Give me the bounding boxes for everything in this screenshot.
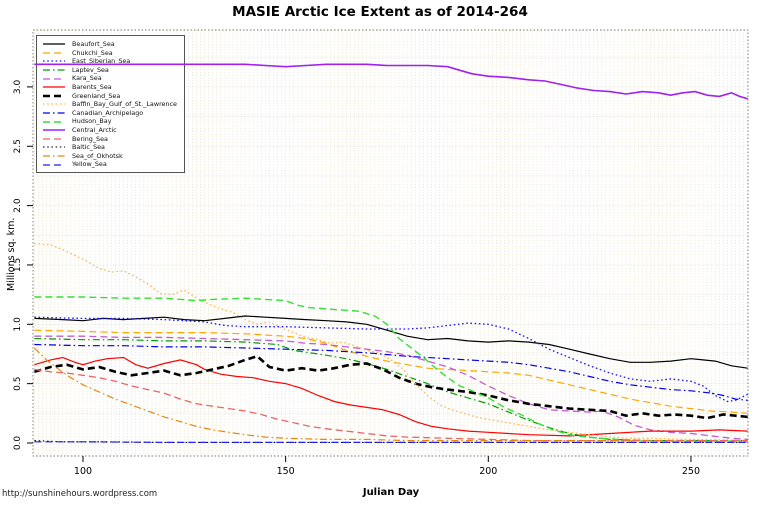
legend-item: Baffin_Bay_Gulf_of_St._Lawrence (42, 100, 184, 109)
legend-item: Kara_Sea (42, 74, 184, 83)
legend-line-sample (43, 69, 65, 71)
legend-label: Canadian_Archipelago (72, 108, 144, 117)
legend-item: Barents_Sea (42, 83, 184, 92)
y-tick-label: 0.0 (13, 436, 23, 451)
legend-box: Beaufort_Sea Chukchi_Sea East_Siberian_Sea… (36, 35, 185, 173)
legend-item: Chukchi_Sea (42, 49, 184, 58)
legend-line-sample (43, 120, 65, 123)
legend-label: Greenland_Sea (72, 91, 121, 100)
legend-line-sample (43, 78, 65, 80)
legend-label: Hudson_Bay (72, 117, 112, 126)
legend-label: Kara_Sea (72, 74, 102, 83)
legend-line-sample (43, 103, 65, 106)
legend-label: Bering_Sea (72, 134, 108, 143)
legend-line-sample (43, 60, 65, 63)
y-tick-label: 1.0 (13, 317, 23, 332)
x-tick-label: 200 (479, 466, 497, 477)
legend-item: Yellow_Sea (42, 160, 184, 169)
legend-label: Beaufort_Sea (72, 40, 115, 48)
y-tick-label: 1.5 (13, 258, 23, 272)
legend-line-sample (43, 52, 65, 54)
y-tick-label: 2.0 (13, 198, 23, 213)
y-tick-label: 2.5 (13, 139, 23, 153)
legend-item: Bering_Sea (42, 135, 184, 144)
legend-line-sample (43, 164, 65, 166)
legend-line-sample (43, 94, 65, 98)
legend-label: Barents_Sea (72, 82, 112, 91)
legend-line-sample (43, 43, 65, 45)
plot-border (32, 29, 749, 457)
legend-line-sample (43, 138, 65, 140)
legend-label: Laptev_Sea (72, 65, 109, 74)
legend-line-sample (43, 86, 65, 88)
legend-item: Canadian_Archipelago (42, 109, 184, 118)
legend-label: Chukchi_Sea (72, 48, 113, 57)
legend-item: Hudson_Bay (42, 117, 184, 126)
legend-label: Yellow_Sea (72, 160, 107, 169)
legend-line-sample (43, 129, 65, 132)
x-tick-label: 100 (74, 466, 92, 477)
legend-item: Laptev_Sea (42, 66, 184, 75)
y-tick-label: 0.5 (13, 376, 23, 390)
legend-line-sample (43, 155, 65, 157)
chart-title: MASIE Arctic Ice Extent as of 2014-264 (232, 4, 528, 20)
legend-label: Central_Arctic (72, 125, 117, 134)
y-tick-label: 3.0 (13, 79, 23, 94)
legend-label: Sea_of_Okhotsk (72, 151, 123, 160)
legend-item: Sea_of_Okhotsk (42, 152, 184, 161)
x-tick-label: 150 (277, 466, 295, 477)
legend-label: Baltic_Sea (72, 143, 105, 152)
legend-item: East_Siberian_Sea (42, 57, 184, 66)
source-url: http://sunshinehours.wordpress.com (2, 489, 158, 499)
legend-label: East_Siberian_Sea (72, 57, 131, 66)
legend-label: Baffin_Bay_Gulf_of_St._Lawrence (72, 100, 177, 109)
legend-line-sample (43, 146, 65, 148)
x-tick-label: 250 (682, 466, 700, 477)
legend-item: Beaufort_Sea (42, 40, 184, 49)
legend-item: Greenland_Sea (42, 92, 184, 101)
legend-item: Baltic_Sea (42, 143, 184, 152)
legend-item: Central_Arctic (42, 126, 184, 135)
x-axis-label: Julian Day (362, 487, 420, 498)
legend-line-sample (43, 112, 65, 114)
y-axis-label: Millions sq. km. (6, 217, 17, 291)
